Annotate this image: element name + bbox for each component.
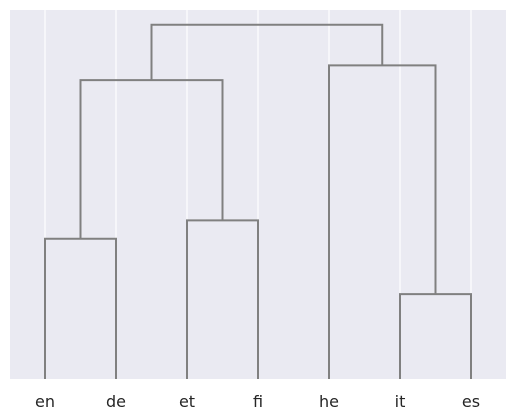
- leaf-labels: en de et fi he it es: [35, 392, 480, 411]
- leaf-label-es: es: [462, 392, 480, 411]
- leaf-label-en: en: [35, 392, 55, 411]
- leaf-label-fi: fi: [253, 392, 263, 411]
- leaf-label-de: de: [106, 392, 126, 411]
- leaf-label-it: it: [395, 392, 406, 411]
- dendrogram-links: [44, 23, 472, 379]
- link-en+de+et+fi-he+it+es: [150, 23, 384, 81]
- leaf-label-he: he: [319, 392, 339, 411]
- leaf-label-et: et: [179, 392, 195, 411]
